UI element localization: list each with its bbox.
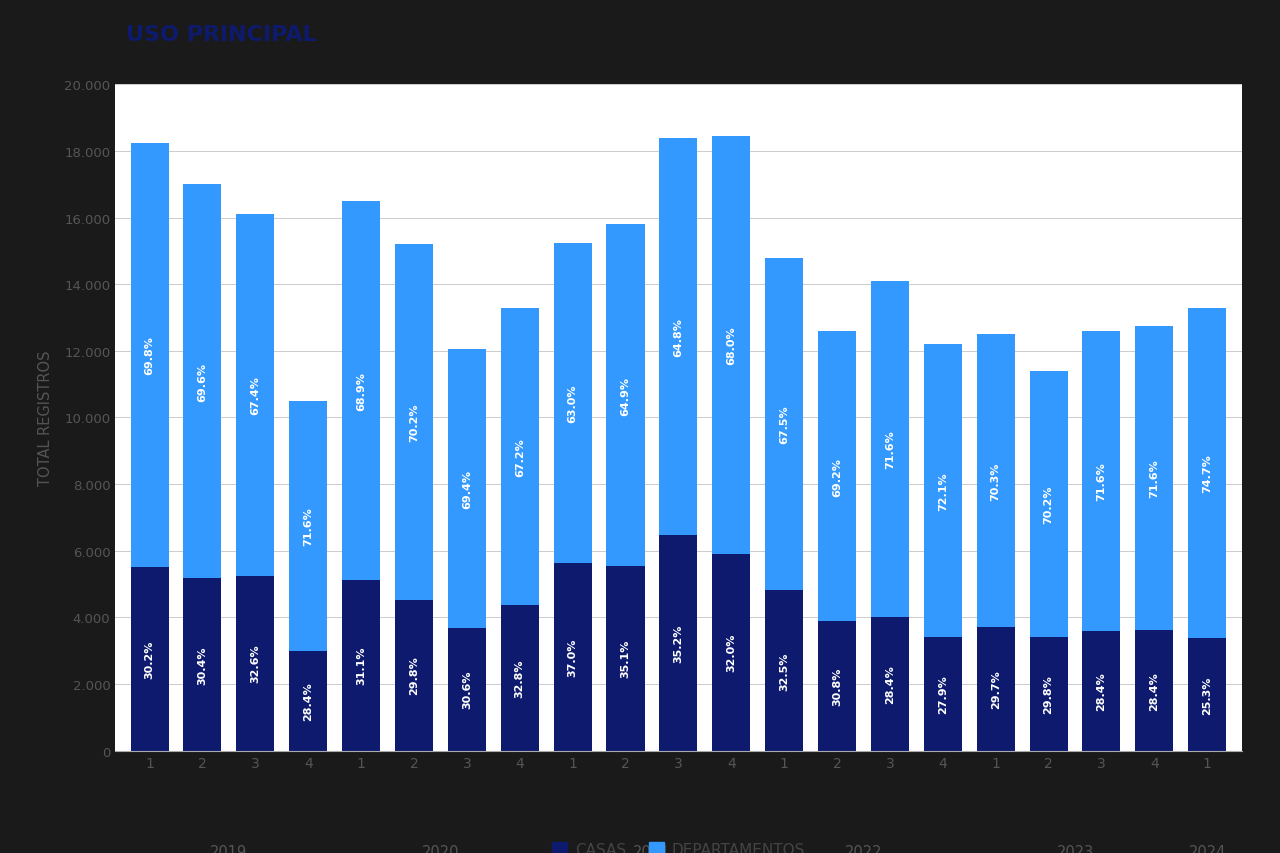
Text: 29.8%: 29.8%: [410, 656, 419, 694]
Bar: [818, 622, 856, 751]
Bar: [1188, 639, 1226, 751]
Bar: [396, 600, 433, 751]
Text: 69.4%: 69.4%: [462, 469, 472, 508]
Text: 35.2%: 35.2%: [673, 624, 684, 662]
Text: 28.4%: 28.4%: [1149, 671, 1160, 710]
Y-axis label: TOTAL REGISTROS: TOTAL REGISTROS: [38, 351, 52, 485]
Bar: [131, 567, 169, 751]
Bar: [607, 225, 645, 566]
Text: 69.2%: 69.2%: [832, 457, 842, 496]
Bar: [237, 576, 274, 751]
Bar: [712, 136, 750, 554]
Text: 71.6%: 71.6%: [303, 507, 314, 546]
Bar: [870, 281, 909, 618]
Text: 68.0%: 68.0%: [726, 326, 736, 365]
Bar: [659, 138, 698, 535]
Text: 74.7%: 74.7%: [1202, 454, 1212, 493]
Bar: [289, 402, 328, 652]
Text: 25.3%: 25.3%: [1202, 676, 1212, 714]
Bar: [342, 202, 380, 580]
Text: 68.9%: 68.9%: [356, 371, 366, 410]
Bar: [659, 535, 698, 751]
Text: 30.8%: 30.8%: [832, 667, 842, 705]
Bar: [1135, 630, 1174, 751]
Text: 2024: 2024: [1189, 844, 1226, 853]
Text: 67.5%: 67.5%: [780, 405, 790, 444]
Text: 69.8%: 69.8%: [145, 336, 155, 374]
Bar: [183, 185, 221, 578]
Text: 37.0%: 37.0%: [567, 638, 577, 676]
Text: 28.4%: 28.4%: [1097, 672, 1106, 711]
Bar: [1029, 638, 1068, 751]
Text: 32.6%: 32.6%: [251, 644, 260, 682]
Text: 71.6%: 71.6%: [1149, 459, 1160, 497]
Text: USO PRINCIPAL: USO PRINCIPAL: [127, 26, 317, 45]
Bar: [1029, 371, 1068, 638]
Legend: CASAS, DEPARTAMENTOS: CASAS, DEPARTAMENTOS: [545, 835, 812, 853]
Text: 29.7%: 29.7%: [991, 670, 1001, 708]
Bar: [1188, 308, 1226, 639]
Text: 28.4%: 28.4%: [884, 664, 895, 704]
Text: 63.0%: 63.0%: [567, 384, 577, 422]
Text: 71.6%: 71.6%: [884, 430, 895, 469]
Text: 29.8%: 29.8%: [1043, 675, 1053, 713]
Bar: [818, 332, 856, 622]
Bar: [553, 563, 591, 751]
Text: 2020: 2020: [421, 844, 460, 853]
Bar: [977, 627, 1015, 751]
Text: 70.3%: 70.3%: [991, 461, 1001, 500]
Text: 2022: 2022: [845, 844, 882, 853]
Text: 32.5%: 32.5%: [780, 652, 790, 690]
Bar: [765, 590, 804, 751]
Bar: [289, 652, 328, 751]
Bar: [553, 243, 591, 563]
Bar: [396, 245, 433, 600]
Bar: [607, 566, 645, 751]
Text: 2019: 2019: [210, 844, 247, 853]
Bar: [448, 350, 486, 628]
Bar: [1083, 631, 1120, 751]
Bar: [712, 554, 750, 751]
Text: 31.1%: 31.1%: [356, 646, 366, 684]
Text: 2021: 2021: [634, 844, 671, 853]
Text: 32.8%: 32.8%: [515, 659, 525, 697]
Bar: [870, 618, 909, 751]
Text: 64.8%: 64.8%: [673, 317, 684, 357]
Bar: [500, 606, 539, 751]
Text: 67.4%: 67.4%: [251, 376, 260, 415]
Bar: [448, 628, 486, 751]
Text: 35.1%: 35.1%: [621, 639, 631, 677]
Text: 30.4%: 30.4%: [197, 646, 207, 684]
Bar: [237, 215, 274, 576]
Bar: [342, 580, 380, 751]
Bar: [765, 258, 804, 590]
Bar: [500, 308, 539, 606]
Bar: [1083, 332, 1120, 631]
Text: 28.4%: 28.4%: [303, 682, 314, 721]
Bar: [183, 578, 221, 751]
Text: 64.9%: 64.9%: [621, 376, 631, 415]
Text: 67.2%: 67.2%: [515, 438, 525, 476]
Text: 70.2%: 70.2%: [410, 403, 419, 442]
Bar: [1135, 327, 1174, 630]
Text: 70.2%: 70.2%: [1043, 485, 1053, 524]
Bar: [977, 334, 1015, 627]
Bar: [131, 143, 169, 567]
Bar: [924, 637, 961, 751]
Text: 32.0%: 32.0%: [726, 633, 736, 671]
Text: 69.6%: 69.6%: [197, 363, 207, 402]
Text: 72.1%: 72.1%: [938, 472, 947, 510]
Bar: [924, 345, 961, 637]
Text: 2023: 2023: [1056, 844, 1093, 853]
Text: 30.2%: 30.2%: [145, 640, 155, 678]
Text: 30.6%: 30.6%: [462, 670, 472, 709]
Text: 27.9%: 27.9%: [938, 675, 947, 713]
Text: 71.6%: 71.6%: [1097, 462, 1106, 501]
